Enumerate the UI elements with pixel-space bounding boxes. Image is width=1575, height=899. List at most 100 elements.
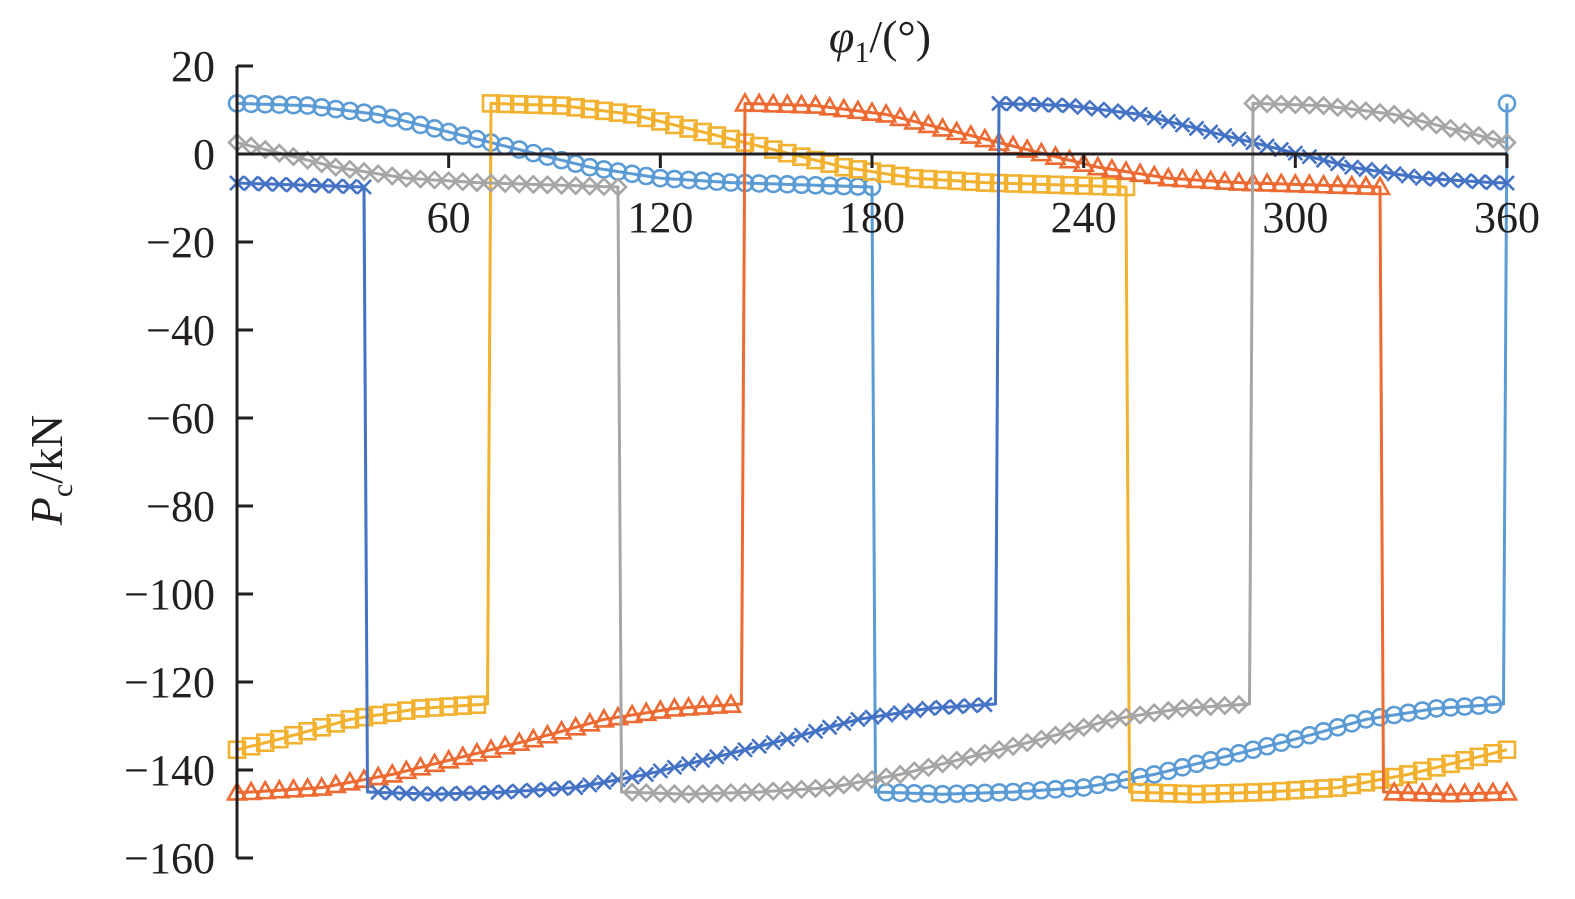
data-point xyxy=(312,718,331,737)
data-point xyxy=(1017,781,1037,801)
data-point xyxy=(382,703,402,723)
data-point xyxy=(890,166,910,186)
data-point xyxy=(493,734,517,755)
data-point xyxy=(270,729,289,749)
data-point xyxy=(919,169,938,189)
data-point xyxy=(1357,161,1374,178)
data-point xyxy=(525,782,542,799)
data-point xyxy=(1213,170,1237,191)
data-point xyxy=(933,784,952,804)
data-point xyxy=(253,779,277,800)
x-tick-label: 240 xyxy=(1051,193,1117,242)
data-point xyxy=(1398,703,1418,723)
data-point xyxy=(1229,783,1249,803)
data-point xyxy=(790,93,813,114)
data-point xyxy=(608,103,628,122)
data-point xyxy=(451,745,475,766)
data-point xyxy=(539,781,556,798)
data-point xyxy=(1426,115,1447,135)
data-point xyxy=(620,703,644,724)
series-line xyxy=(236,101,1508,796)
data-point xyxy=(706,783,727,804)
data-point xyxy=(1453,782,1476,803)
data-point xyxy=(497,784,514,800)
data-point xyxy=(721,783,741,803)
data-point xyxy=(846,99,870,120)
data-point xyxy=(1428,171,1445,187)
data-point xyxy=(1414,170,1431,187)
data-point xyxy=(1412,111,1433,132)
data-point xyxy=(268,778,291,799)
data-point xyxy=(507,731,531,752)
data-point xyxy=(341,178,358,195)
data-point xyxy=(409,755,432,776)
data-point xyxy=(651,168,670,188)
data-point xyxy=(438,171,459,191)
data-point xyxy=(1370,707,1390,727)
y-tick-label: −40 xyxy=(146,306,215,355)
data-point xyxy=(354,161,374,182)
data-point xyxy=(1132,106,1149,123)
data-point xyxy=(594,176,614,197)
data-point xyxy=(1171,167,1194,188)
data-point xyxy=(945,120,968,141)
data-point xyxy=(947,784,966,804)
data-point xyxy=(821,719,838,736)
data-point xyxy=(1455,697,1474,716)
data-point xyxy=(312,98,331,117)
data-point xyxy=(959,123,983,144)
data-point xyxy=(1271,94,1292,115)
data-point xyxy=(1382,780,1406,801)
data-point xyxy=(989,783,1009,802)
series-markers xyxy=(225,91,1519,803)
data-point xyxy=(311,153,332,174)
data-point xyxy=(1467,781,1491,802)
data-point xyxy=(284,725,303,745)
data-point xyxy=(285,176,302,193)
data-point xyxy=(1032,175,1051,194)
y-tick-label: 0 xyxy=(193,130,215,179)
data-point xyxy=(948,698,965,715)
data-point xyxy=(792,147,811,166)
data-point xyxy=(325,157,346,178)
data-point xyxy=(1284,172,1307,193)
data-point xyxy=(735,782,755,803)
data-point xyxy=(1017,174,1037,194)
data-point xyxy=(1114,159,1138,180)
data-point xyxy=(452,171,473,192)
data-point xyxy=(1356,101,1376,121)
data-point xyxy=(1060,779,1079,798)
data-point xyxy=(636,782,657,803)
data-point xyxy=(1046,780,1065,799)
y-tick-label: −80 xyxy=(146,482,215,531)
data-point xyxy=(297,150,318,170)
data-point xyxy=(677,695,700,716)
data-point xyxy=(411,699,430,718)
data-point xyxy=(439,697,458,716)
data-point xyxy=(1300,780,1319,799)
data-point xyxy=(1033,96,1050,113)
data-point xyxy=(257,176,274,192)
data-point xyxy=(903,109,926,130)
data-point xyxy=(1174,117,1191,133)
data-point xyxy=(693,171,712,191)
data-point xyxy=(860,100,884,121)
data-point xyxy=(1087,713,1108,734)
data-point xyxy=(1243,783,1263,802)
data-point xyxy=(876,164,896,184)
data-point xyxy=(1159,783,1178,803)
data-point xyxy=(636,166,656,186)
data-point xyxy=(1312,173,1335,194)
data-point xyxy=(380,762,404,783)
data-point xyxy=(961,784,981,803)
data-point xyxy=(354,707,374,727)
data-point xyxy=(692,783,713,804)
data-point xyxy=(1497,740,1517,760)
data-point xyxy=(1075,99,1092,116)
data-point xyxy=(1061,97,1078,114)
data-point xyxy=(920,700,937,717)
data-point xyxy=(370,784,387,801)
data-point xyxy=(608,177,628,197)
data-point xyxy=(1299,95,1320,115)
data-point xyxy=(1396,781,1420,802)
